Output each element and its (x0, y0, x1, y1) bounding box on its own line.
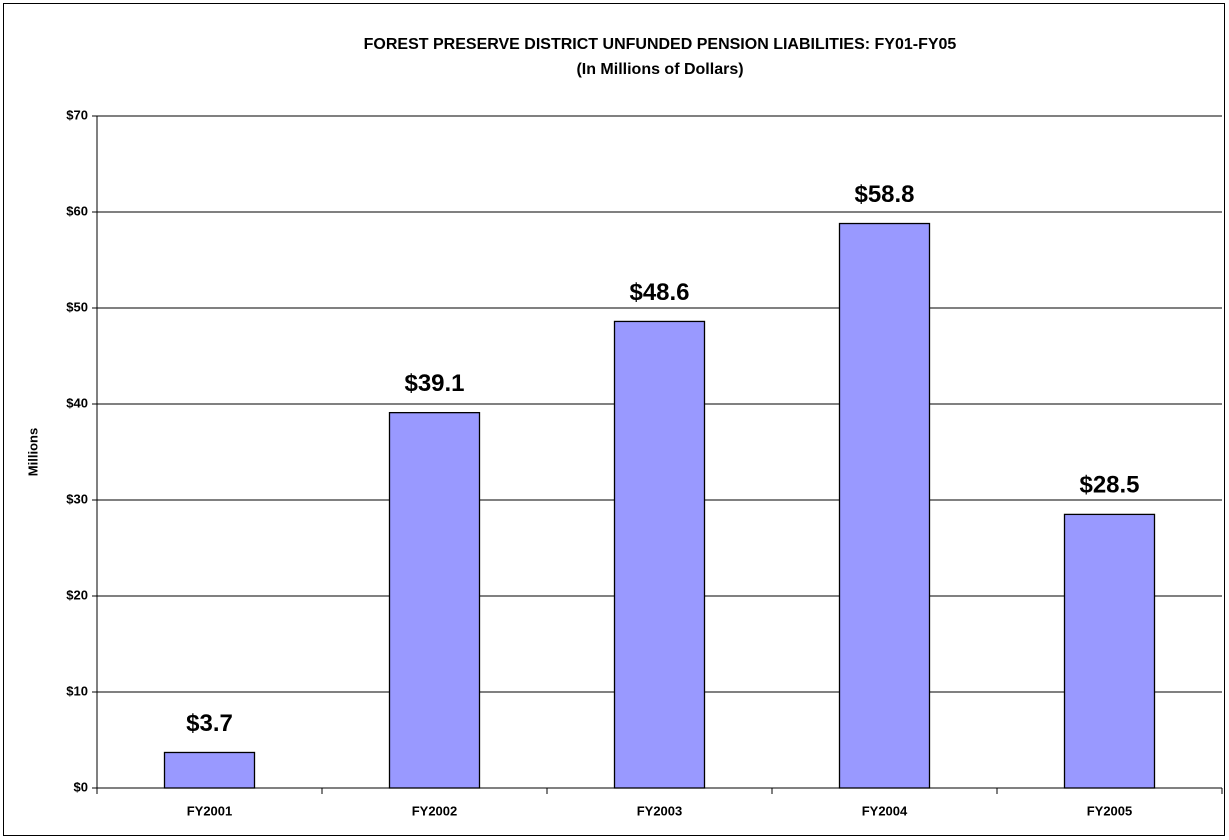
x-tick-label: FY2001 (187, 803, 233, 818)
y-tick-label: $60 (66, 203, 88, 218)
x-tick-label: FY2003 (637, 803, 683, 818)
value-label: $39.1 (404, 370, 464, 397)
chart-title: FOREST PRESERVE DISTRICT UNFUNDED PENSIO… (364, 36, 957, 53)
x-tick-label: FY2005 (1087, 803, 1133, 818)
bar (388, 411, 481, 789)
y-tick-label: $40 (66, 395, 88, 410)
y-tick-label: $70 (66, 107, 88, 122)
y-tick-label: $20 (66, 587, 88, 602)
chart-subtitle: (In Millions of Dollars) (576, 61, 743, 78)
value-label: $48.6 (629, 279, 689, 306)
y-tick-label: $0 (74, 779, 88, 794)
value-label: $3.7 (186, 710, 233, 737)
bar (838, 222, 931, 789)
bar (613, 320, 706, 789)
y-tick-label: $10 (66, 683, 88, 698)
x-tick-label: FY2002 (412, 803, 458, 818)
value-label: $28.5 (1079, 472, 1139, 499)
value-label: $58.8 (854, 181, 914, 208)
y-axis-label: Millions (25, 428, 40, 476)
bar (1063, 513, 1156, 789)
bar (163, 751, 256, 789)
y-tick-label: $50 (66, 299, 88, 314)
y-tick-label: $30 (66, 491, 88, 506)
x-tick-label: FY2004 (862, 803, 908, 818)
